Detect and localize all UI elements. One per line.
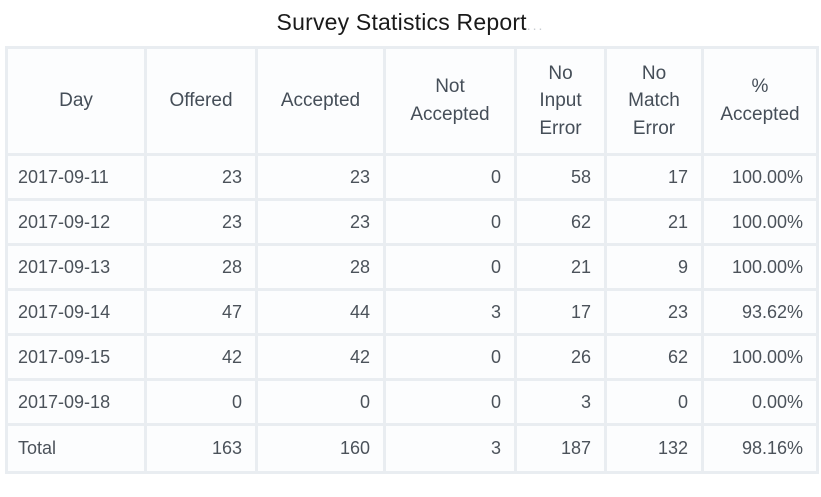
table-row: 2017-09-13 28 28 0 21 9 100.00% (5, 243, 819, 291)
not-accepted-cell: 0 (383, 153, 517, 201)
no-match-error-cell: 9 (604, 243, 704, 291)
no-input-error-cell: 21 (514, 243, 607, 291)
total-offered-cell: 163 (144, 423, 258, 474)
offered-cell: 47 (144, 288, 258, 336)
total-row: Total 163 160 3 187 132 98.16% (5, 423, 819, 474)
not-accepted-cell: 0 (383, 378, 517, 426)
header-row: Day Offered Accepted Not Accepted No Inp… (5, 46, 819, 156)
offered-cell: 23 (144, 153, 258, 201)
not-accepted-cell: 3 (383, 288, 517, 336)
table-row: 2017-09-12 23 23 0 62 21 100.00% (5, 198, 819, 246)
column-header-day: Day (5, 46, 147, 156)
day-cell: 2017-09-11 (5, 153, 147, 201)
day-cell: 2017-09-15 (5, 333, 147, 381)
no-match-error-cell: 23 (604, 288, 704, 336)
total-no-match-error-cell: 132 (604, 423, 704, 474)
offered-cell: 0 (144, 378, 258, 426)
pct-accepted-cell: 100.00% (701, 243, 819, 291)
total-label-cell: Total (5, 423, 147, 474)
offered-cell: 28 (144, 243, 258, 291)
table-row: 2017-09-14 47 44 3 17 23 93.62% (5, 288, 819, 336)
day-cell: 2017-09-13 (5, 243, 147, 291)
accepted-cell: 23 (255, 198, 386, 246)
no-input-error-cell: 17 (514, 288, 607, 336)
column-header-no-match-error: No Match Error (604, 46, 704, 156)
no-match-error-cell: 17 (604, 153, 704, 201)
offered-cell: 23 (144, 198, 258, 246)
table-row: 2017-09-18 0 0 0 3 0 0.00% (5, 378, 819, 426)
pct-accepted-cell: 100.00% (701, 198, 819, 246)
day-cell: 2017-09-14 (5, 288, 147, 336)
no-input-error-cell: 3 (514, 378, 607, 426)
accepted-cell: 23 (255, 153, 386, 201)
page-title-text: Survey Statistics Report (276, 9, 527, 35)
not-accepted-cell: 0 (383, 198, 517, 246)
offered-cell: 42 (144, 333, 258, 381)
column-header-offered: Offered (144, 46, 258, 156)
table-row: 2017-09-15 42 42 0 26 62 100.00% (5, 333, 819, 381)
column-header-not-accepted: Not Accepted (383, 46, 517, 156)
total-accepted-cell: 160 (255, 423, 386, 474)
pct-accepted-cell: 93.62% (701, 288, 819, 336)
total-not-accepted-cell: 3 (383, 423, 517, 474)
not-accepted-cell: 0 (383, 243, 517, 291)
page-title: Survey Statistics Report... (0, 0, 821, 39)
accepted-cell: 42 (255, 333, 386, 381)
no-match-error-cell: 21 (604, 198, 704, 246)
column-header-no-input-error: No Input Error (514, 46, 607, 156)
pct-accepted-cell: 100.00% (701, 153, 819, 201)
total-no-input-error-cell: 187 (514, 423, 607, 474)
column-header-pct-accepted: % Accepted (701, 46, 819, 156)
not-accepted-cell: 0 (383, 333, 517, 381)
no-input-error-cell: 26 (514, 333, 607, 381)
column-header-accepted: Accepted (255, 46, 386, 156)
no-input-error-cell: 62 (514, 198, 607, 246)
accepted-cell: 0 (255, 378, 386, 426)
day-cell: 2017-09-12 (5, 198, 147, 246)
no-match-error-cell: 62 (604, 333, 704, 381)
day-cell: 2017-09-18 (5, 378, 147, 426)
table-row: 2017-09-11 23 23 0 58 17 100.00% (5, 153, 819, 201)
survey-statistics-table: Day Offered Accepted Not Accepted No Inp… (5, 46, 819, 474)
no-input-error-cell: 58 (514, 153, 607, 201)
no-match-error-cell: 0 (604, 378, 704, 426)
accepted-cell: 44 (255, 288, 386, 336)
pct-accepted-cell: 100.00% (701, 333, 819, 381)
pct-accepted-cell: 0.00% (701, 378, 819, 426)
page-title-trailing-dots: ... (526, 17, 545, 33)
total-pct-accepted-cell: 98.16% (701, 423, 819, 474)
accepted-cell: 28 (255, 243, 386, 291)
